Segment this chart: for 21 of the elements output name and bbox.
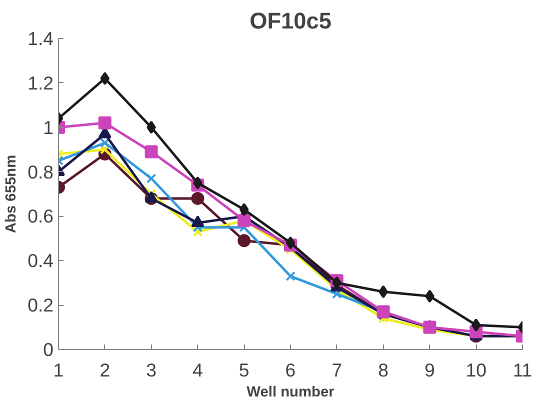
x-tick-label: 4	[192, 360, 203, 380]
x-tick-label: 3	[146, 360, 157, 380]
chart-title: OF10c5	[250, 8, 332, 34]
x-tick-label: 9	[424, 360, 435, 380]
x-tick-label: 5	[238, 360, 250, 380]
y-tick-label: 1.2	[28, 72, 54, 94]
y-tick-label: 0.4	[28, 250, 54, 272]
y-tick-label: 0.8	[28, 161, 54, 182]
y-tick-label: 0	[43, 339, 54, 360]
x-tick-label: 6	[285, 360, 296, 380]
x-tick-label: 11	[512, 360, 532, 380]
y-tick-label: 1.4	[28, 28, 54, 49]
y-tick-label: 0.2	[28, 294, 54, 316]
x-axis-title: Well number	[246, 384, 335, 400]
y-axis-title: Abs 655nm	[4, 154, 20, 234]
x-tick-label: 2	[100, 360, 110, 380]
x-tick-label: 8	[378, 360, 389, 380]
x-tick-label: 7	[332, 360, 342, 380]
y-tick-label: 1	[43, 116, 54, 138]
x-tick-label: 10	[466, 360, 486, 380]
y-tick-label: 0.6	[28, 206, 54, 227]
